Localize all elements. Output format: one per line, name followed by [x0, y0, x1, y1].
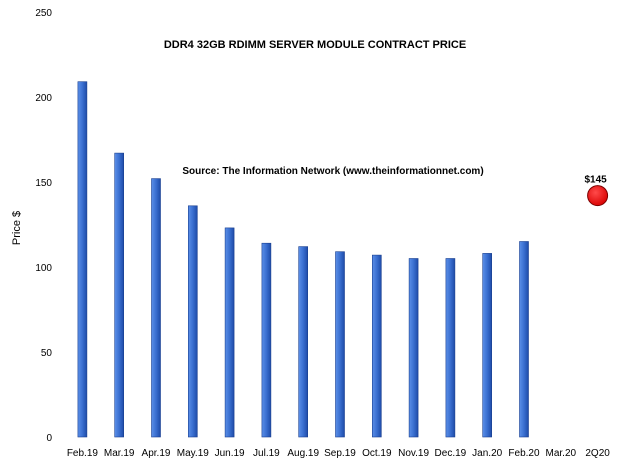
y-tick-label: 100: [35, 263, 52, 274]
annotations: $145: [584, 175, 609, 207]
bar: [188, 205, 198, 438]
y-axis-ticks: 0 50 100 150 200 250: [35, 8, 52, 444]
bar: [408, 258, 419, 438]
bar: [371, 254, 382, 438]
bar: [519, 241, 529, 438]
y-tick-label: 0: [46, 433, 52, 444]
x-tick-label: Jan.20: [472, 448, 502, 459]
bar: [261, 242, 272, 438]
x-tick-label: Oct.19: [362, 448, 392, 459]
bar: [224, 227, 235, 438]
y-tick-label: 250: [35, 8, 52, 19]
x-axis-ticks: Feb.19 Mar.19 Apr.19 May.19 Jun.19 Jul.19 Aug.…: [67, 448, 610, 459]
bar: [335, 251, 345, 438]
bar: [77, 81, 88, 438]
bar: [151, 178, 161, 438]
y-tick-label: 50: [41, 348, 53, 359]
price-marker-label: $145: [584, 175, 607, 186]
x-tick-label: Dec.19: [435, 448, 467, 459]
x-tick-label: Jul.19: [253, 448, 280, 459]
chart-subtitle: Source: The Information Network (www.the…: [182, 166, 483, 177]
y-tick-label: 150: [35, 178, 52, 189]
x-tick-label: Mar.20: [546, 448, 577, 459]
bar: [114, 152, 124, 438]
chart-title: DDR4 32GB RDIMM SERVER MODULE CONTRACT P…: [164, 39, 466, 51]
bar-series: [77, 81, 529, 438]
x-tick-label: 2Q20: [585, 448, 610, 459]
x-tick-label: Feb.19: [67, 448, 99, 459]
x-tick-label: Aug.19: [287, 448, 319, 459]
x-tick-label: Mar.19: [104, 448, 135, 459]
bar: [298, 246, 309, 438]
bar: [482, 253, 493, 438]
x-tick-label: Jun.19: [215, 448, 245, 459]
x-tick-label: Feb.20: [508, 448, 540, 459]
x-tick-label: Apr.19: [142, 448, 171, 459]
price-marker-dot: [587, 185, 609, 207]
x-tick-label: Sep.19: [324, 448, 356, 459]
bar: [445, 258, 456, 438]
y-axis-label: Price $: [11, 211, 23, 245]
x-tick-label: May.19: [177, 448, 209, 459]
y-tick-label: 200: [35, 93, 52, 104]
x-tick-label: Nov.19: [398, 448, 429, 459]
